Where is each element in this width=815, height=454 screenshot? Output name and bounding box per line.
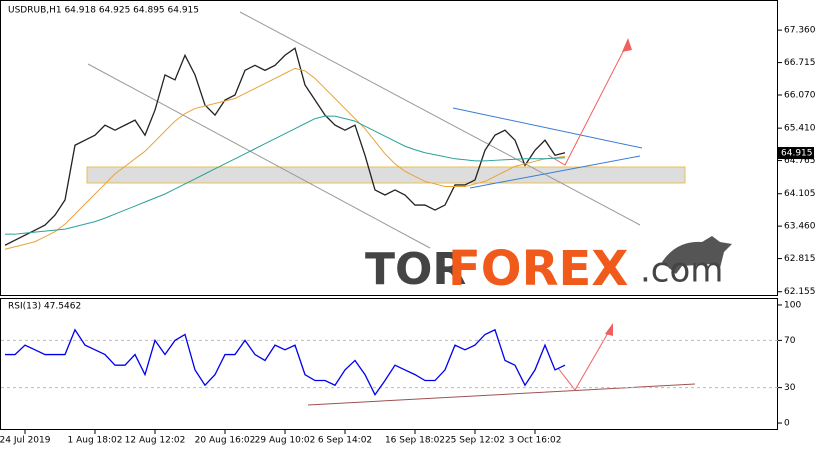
y-tick-label: 62.815 [784, 254, 815, 264]
triangle-line [469, 155, 641, 189]
x-tick-label: 20 Aug 16:02 [195, 436, 256, 446]
triangle-line [452, 107, 643, 149]
y-tick-label: 0 [784, 419, 790, 429]
watermark-tor: TOR [365, 244, 466, 295]
rsi-title: RSI(13) 47.5462 [8, 302, 81, 312]
x-tick-label: 6 Sep 14:02 [318, 436, 372, 446]
y-tick-label: 64.105 [784, 189, 815, 199]
y-tick-label: 63.460 [784, 222, 815, 232]
series-line [5, 328, 566, 396]
series-line [4, 67, 566, 250]
y-tick-label: 62.155 [784, 287, 815, 297]
channel-line [87, 63, 431, 249]
y-tick-label: 66.715 [784, 58, 815, 68]
watermark-forex: FOREX [448, 241, 628, 297]
support-zone [86, 166, 686, 184]
watermark-com: .com [640, 251, 723, 291]
x-tick-label: 24 Jul 2019 [0, 436, 51, 446]
last-price-badge [778, 147, 814, 160]
arrow-head [622, 38, 632, 52]
x-tick-label: 29 Aug 10:02 [255, 436, 316, 446]
y-tick-label: 66.070 [784, 90, 815, 100]
series-line [5, 115, 566, 235]
x-tick-label: 16 Sep 18:02 [385, 436, 445, 446]
bull-logo [662, 236, 732, 274]
y-tick-label: 100 [784, 300, 801, 310]
x-tick-label: 12 Aug 12:02 [125, 436, 186, 446]
y-tick-label: 64.765 [784, 156, 815, 166]
y-tick-label: 65.410 [784, 124, 815, 134]
rsi-panel [0, 298, 778, 430]
chart-title: USDRUB,H1 64.918 64.925 64.895 64.915 [8, 6, 199, 16]
price-panel [0, 0, 778, 296]
rsi-trend-line [307, 383, 696, 406]
series-line [4, 47, 566, 246]
y-tick-label: 30 [784, 383, 796, 393]
x-tick-label: 3 Oct 16:02 [509, 436, 562, 446]
y-tick-label: 70 [784, 336, 796, 346]
x-tick-label: 25 Sep 12:02 [445, 436, 505, 446]
rsi-forecast-arrow [557, 325, 613, 391]
y-tick-label: 67.360 [784, 26, 815, 36]
channel-line [239, 11, 641, 226]
arrow-head [605, 323, 613, 336]
x-tick-label: 1 Aug 18:02 [68, 436, 123, 446]
last-price-label: 64.915 [781, 149, 813, 159]
